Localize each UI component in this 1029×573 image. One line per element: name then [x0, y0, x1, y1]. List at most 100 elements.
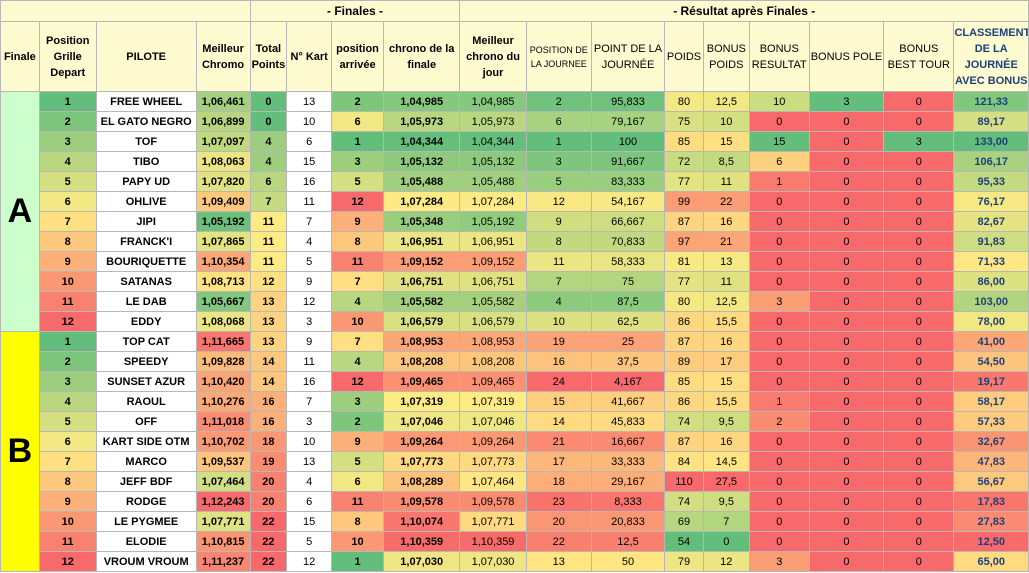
pilot-cell: JIPI	[95, 211, 197, 232]
final-chrono-cell: 1,09,578	[382, 491, 461, 512]
best-day-chrono-cell: 1,06,951	[459, 231, 527, 252]
arrival-position-cell: 4	[331, 291, 384, 312]
grid-position-cell: 4	[38, 151, 97, 172]
grid-position-cell: 8	[38, 471, 97, 492]
day-points-cell: 25	[590, 331, 666, 352]
col-header-final-time: chrono de la finale	[382, 21, 461, 92]
bonus-best-cell: 0	[883, 351, 955, 372]
table-row: 12 EDDY 1,08,068 13 3 10 1,06,579 1,06,579 10 62,…	[1, 311, 1029, 332]
pilot-cell: LE DAB	[95, 291, 197, 312]
pilot-cell: VROUM VROUM	[95, 551, 197, 572]
arrival-position-cell: 5	[331, 171, 384, 192]
best-chrono-cell: 1,07,464	[195, 471, 251, 492]
bonus-result-cell: 0	[748, 471, 810, 492]
table-row: 2 SPEEDY 1,09,828 14 11 4 1,08,208 1,08,208 16 37…	[1, 351, 1029, 372]
bonus-pole-cell: 0	[808, 431, 885, 452]
best-chrono-cell: 1,07,865	[195, 231, 251, 252]
table-row: 7 MARCO 1,09,537 19 13 5 1,07,773 1,07,773 17 33,…	[1, 451, 1029, 472]
kart-number-cell: 15	[286, 511, 333, 532]
day-position-cell: 10	[525, 311, 592, 332]
bonus-weight-cell: 8,5	[702, 151, 750, 172]
col-header-kart: N° Kart	[286, 21, 333, 92]
final-chrono-cell: 1,10,359	[382, 531, 461, 552]
best-chrono-cell: 1,09,828	[195, 351, 251, 372]
table-row: 11 ELODIE 1,10,815 22 5 10 1,10,359 1,10,359 22 1…	[1, 531, 1029, 552]
pilot-cell: EL GATO NEGRO	[95, 111, 197, 132]
bonus-weight-cell: 12,5	[702, 291, 750, 312]
best-day-chrono-cell: 1,04,344	[459, 131, 527, 152]
best-chrono-cell: 1,05,192	[195, 211, 251, 232]
ranking-cell: 86,00	[953, 271, 1029, 292]
pilot-cell: EDDY	[95, 311, 197, 332]
arrival-position-cell: 2	[331, 91, 384, 112]
day-position-cell: 6	[525, 111, 592, 132]
bonus-pole-cell: 0	[808, 251, 885, 272]
total-points-cell: 20	[249, 471, 288, 492]
pilot-cell: FREE WHEEL	[95, 91, 197, 112]
bonus-result-cell: 1	[748, 171, 810, 192]
weight-cell: 84	[664, 451, 704, 472]
col-header-bonus-result: BONUS RESULTAT	[748, 21, 810, 92]
day-points-cell: 20,833	[590, 511, 666, 532]
grid-position-cell: 2	[38, 351, 97, 372]
kart-number-cell: 16	[286, 171, 333, 192]
bonus-weight-cell: 7	[702, 511, 750, 532]
best-chrono-cell: 1,08,068	[195, 311, 251, 332]
grid-position-cell: 12	[38, 551, 97, 572]
final-chrono-cell: 1,05,582	[382, 291, 461, 312]
kart-number-cell: 13	[286, 91, 333, 112]
best-day-chrono-cell: 1,09,465	[459, 371, 527, 392]
bonus-pole-cell: 0	[808, 291, 885, 312]
day-position-cell: 14	[525, 411, 592, 432]
weight-cell: 74	[664, 491, 704, 512]
arrival-position-cell: 1	[331, 551, 384, 572]
day-position-cell: 3	[525, 151, 592, 172]
arrival-position-cell: 11	[331, 491, 384, 512]
bonus-weight-cell: 15	[702, 371, 750, 392]
total-points-cell: 13	[249, 291, 288, 312]
best-day-chrono-cell: 1,05,192	[459, 211, 527, 232]
bonus-best-cell: 3	[883, 131, 955, 152]
day-position-cell: 8	[525, 231, 592, 252]
day-position-cell: 5	[525, 171, 592, 192]
pilot-cell: SPEEDY	[95, 351, 197, 372]
bonus-result-cell: 0	[748, 111, 810, 132]
arrival-position-cell: 11	[331, 251, 384, 272]
weight-cell: 69	[664, 511, 704, 532]
table-row: 11 LE DAB 1,05,667 13 12 4 1,05,582 1,05,582 4 87…	[1, 291, 1029, 312]
col-header-grid: Position Grille Depart	[38, 21, 97, 92]
bonus-result-cell: 0	[748, 231, 810, 252]
ranking-cell: 91,83	[953, 231, 1029, 252]
bonus-best-cell: 0	[883, 511, 955, 532]
day-points-cell: 29,167	[590, 471, 666, 492]
final-chrono-cell: 1,07,046	[382, 411, 461, 432]
total-points-cell: 0	[249, 91, 288, 112]
ranking-cell: 95,33	[953, 171, 1029, 192]
total-points-cell: 11	[249, 231, 288, 252]
bonus-weight-cell: 0	[702, 531, 750, 552]
bonus-pole-cell: 0	[808, 111, 885, 132]
bonus-pole-cell: 0	[808, 231, 885, 252]
ranking-cell: 89,17	[953, 111, 1029, 132]
day-points-cell: 75	[590, 271, 666, 292]
bonus-weight-cell: 14,5	[702, 451, 750, 472]
bonus-weight-cell: 11	[702, 271, 750, 292]
day-points-cell: 91,667	[590, 151, 666, 172]
day-position-cell: 4	[525, 291, 592, 312]
finale-group-label: B	[0, 331, 40, 572]
bonus-result-cell: 6	[748, 151, 810, 172]
final-chrono-cell: 1,07,284	[382, 191, 461, 212]
day-points-cell: 8,333	[590, 491, 666, 512]
total-points-cell: 12	[249, 271, 288, 292]
bonus-best-cell: 0	[883, 411, 955, 432]
best-day-chrono-cell: 1,07,046	[459, 411, 527, 432]
grid-position-cell: 3	[38, 371, 97, 392]
bonus-pole-cell: 0	[808, 371, 885, 392]
day-position-cell: 11	[525, 251, 592, 272]
day-position-cell: 18	[525, 471, 592, 492]
arrival-position-cell: 6	[331, 111, 384, 132]
final-chrono-cell: 1,10,074	[382, 511, 461, 532]
bonus-result-cell: 0	[748, 351, 810, 372]
total-points-cell: 11	[249, 251, 288, 272]
total-points-cell: 20	[249, 491, 288, 512]
